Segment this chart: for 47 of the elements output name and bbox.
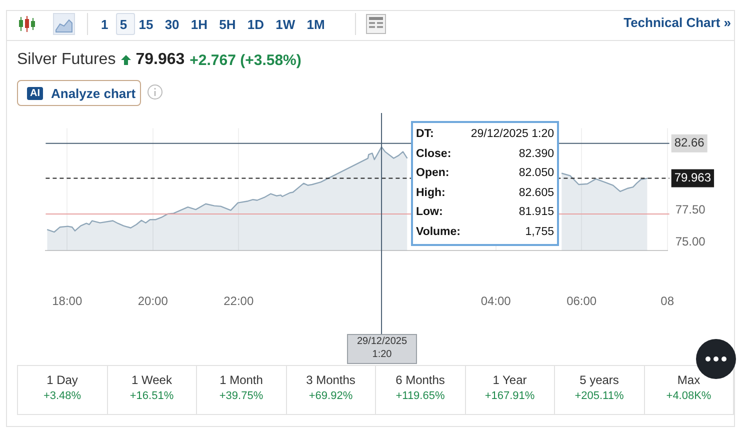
text: 1 Year: [492, 373, 528, 387]
x-tick-label: 22:00: [224, 294, 254, 308]
x-tick-label: 04:00: [480, 294, 512, 308]
text: 5 years: [578, 373, 620, 387]
text: +119.65%: [394, 390, 446, 402]
annotation: Low:: [416, 205, 444, 220]
x-tick-label: 06:00: [566, 294, 597, 308]
x-tick-label: 20:00: [138, 294, 168, 308]
annotation: 82.390: [518, 146, 554, 162]
text: +4.08K%: [665, 390, 712, 402]
text: 6 Months: [394, 373, 446, 387]
x-tick-label: 08: [660, 294, 674, 308]
text: 79.963: [136, 51, 185, 69]
text: 1 Day: [46, 373, 79, 387]
annotation: Volume:: [416, 224, 461, 240]
y-tick-label: 75.00: [675, 234, 706, 249]
text: +205.11%: [574, 390, 625, 402]
text: +16.51%: [128, 390, 175, 402]
annotation: 29/12/2025 1:20: [470, 127, 554, 142]
annotation: 82.605: [518, 186, 554, 200]
text: Technical Chart »: [624, 15, 731, 30]
text: +2.767 (+3.58%): [190, 52, 302, 68]
ref-line-label: 82.66: [674, 136, 705, 150]
text: 29/12/2025: [356, 335, 408, 348]
text: Max: [676, 373, 702, 387]
annotation: DT:: [416, 127, 435, 142]
annotation: High:: [416, 186, 446, 200]
text: 1 Week: [130, 373, 173, 387]
text: 1 5 15 30 1H 5H 1D 1W 1M: [101, 17, 325, 32]
text: Analyze chart: [51, 86, 136, 100]
text: +39.75%: [218, 390, 264, 402]
text: +167.91%: [484, 390, 536, 402]
annotation: Open:: [416, 166, 450, 181]
ref-line-label: 79.963: [674, 170, 712, 185]
chart-title: Silver Futures: [17, 51, 116, 69]
x-tick-label: 18:00: [52, 294, 82, 308]
text: 3 Months: [305, 373, 356, 387]
annotation: 82.050: [518, 166, 554, 181]
y-tick-label: 77.50: [675, 202, 706, 216]
text: 1 Month: [218, 373, 264, 387]
text: 1:20: [371, 348, 393, 361]
text: +69.92%: [308, 390, 354, 402]
text: +3.48%: [42, 390, 82, 402]
annotation: 1,755: [524, 224, 554, 240]
text: AI: [27, 86, 43, 100]
annotation: Close:: [416, 146, 452, 162]
annotation: 81.915: [518, 205, 554, 220]
